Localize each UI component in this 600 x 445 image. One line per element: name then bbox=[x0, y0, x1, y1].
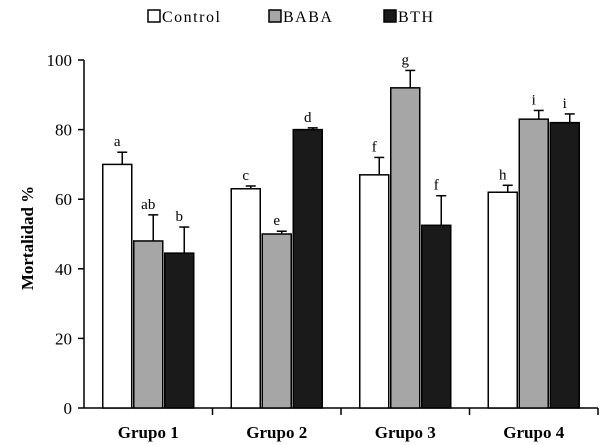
significance-label: d bbox=[304, 110, 312, 126]
y-tick-label: 40 bbox=[55, 260, 72, 279]
significance-label: f bbox=[372, 139, 377, 155]
y-tick-label: 0 bbox=[64, 399, 73, 418]
legend-swatch-bth bbox=[383, 9, 397, 23]
bar-control bbox=[359, 174, 390, 409]
x-tick-label: Grupo 4 bbox=[503, 423, 564, 442]
significance-label: e bbox=[273, 213, 280, 229]
bar-bth bbox=[549, 121, 580, 409]
legend-label-control: Control bbox=[162, 9, 221, 26]
significance-label: i bbox=[532, 92, 536, 108]
bar-baba bbox=[390, 87, 421, 409]
x-axis: Grupo 1 Grupo 2 Grupo 3 Grupo 4 bbox=[84, 407, 599, 442]
significance-label: ab bbox=[141, 197, 155, 213]
legend-swatch-baba bbox=[268, 9, 282, 23]
bar-baba bbox=[261, 233, 292, 409]
significance-label: h bbox=[499, 167, 507, 183]
bar-baba bbox=[133, 240, 164, 409]
legend-label-baba: BABA bbox=[283, 9, 333, 26]
significance-label: i bbox=[563, 96, 567, 112]
x-tick-label: Grupo 1 bbox=[118, 423, 179, 442]
bar-control bbox=[102, 163, 133, 409]
y-tick-label: 60 bbox=[55, 190, 72, 209]
x-tick-label: Grupo 3 bbox=[375, 423, 436, 442]
bar-bth bbox=[292, 128, 323, 409]
bar-bth bbox=[164, 252, 195, 409]
significance-label: g bbox=[402, 52, 410, 68]
significance-label: f bbox=[434, 178, 439, 194]
bars: a ab b c e d f g f h i i bbox=[102, 52, 580, 409]
bar-bth bbox=[421, 224, 452, 409]
legend: Control BABA BTH bbox=[147, 9, 435, 26]
significance-label: a bbox=[114, 134, 121, 150]
y-tick-label: 100 bbox=[47, 51, 73, 70]
bar-control bbox=[487, 191, 518, 409]
y-tick-label: 80 bbox=[55, 121, 72, 140]
y-tick-label: 20 bbox=[55, 329, 72, 348]
x-tick-label: Grupo 2 bbox=[246, 423, 307, 442]
legend-label-bth: BTH bbox=[398, 9, 435, 26]
y-axis-label: Mortalidad % bbox=[18, 186, 37, 290]
legend-swatch-control bbox=[147, 9, 161, 23]
significance-label: c bbox=[242, 168, 249, 184]
y-axis: 0 20 40 60 80 100 bbox=[47, 51, 85, 418]
bar-control bbox=[230, 188, 261, 409]
significance-label: b bbox=[176, 209, 184, 225]
bar-baba bbox=[518, 118, 549, 409]
